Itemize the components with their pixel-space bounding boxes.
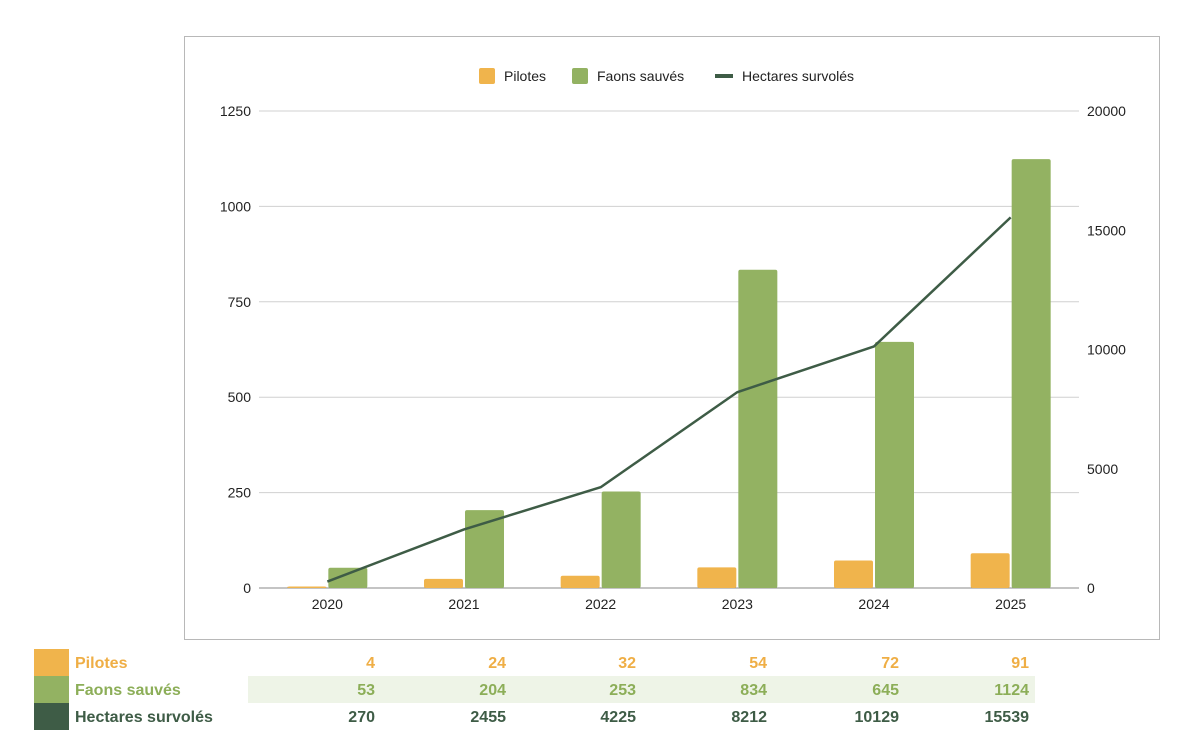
table-row-label: Pilotes xyxy=(75,655,128,672)
legend-label: Hectares survolés xyxy=(742,68,854,84)
table-cell: 24 xyxy=(488,655,506,672)
bar-pilotes xyxy=(287,586,327,588)
table-cell: 270 xyxy=(348,709,375,726)
table-cell: 32 xyxy=(618,655,636,672)
table-cell: 834 xyxy=(740,682,767,699)
line-hectares xyxy=(326,216,1012,583)
table-cell: 204 xyxy=(479,682,506,699)
right-tick-label: 5000 xyxy=(1087,461,1118,477)
bar-faons xyxy=(875,341,914,588)
x-tick-label: 2024 xyxy=(858,596,889,612)
right-tick-label: 20000 xyxy=(1087,103,1126,119)
x-tick-label: 2021 xyxy=(448,596,479,612)
table-cell: 54 xyxy=(749,655,767,672)
table-cell: 53 xyxy=(357,682,375,699)
table-row-label: Faons sauvés xyxy=(75,682,181,699)
left-tick-label: 750 xyxy=(228,294,252,310)
legend-swatch xyxy=(572,68,588,84)
x-tick-label: 2025 xyxy=(995,596,1026,612)
x-tick-label: 2020 xyxy=(312,596,343,612)
table-cell: 2455 xyxy=(470,709,506,726)
legend: Pilotes Faons sauvés Hectares survolés xyxy=(479,68,854,84)
x-tick-label: 2023 xyxy=(722,596,753,612)
table-row-shade xyxy=(248,676,1035,703)
right-tick-label: 0 xyxy=(1087,580,1095,596)
bar-pilotes xyxy=(834,560,873,588)
bar-pilotes xyxy=(970,553,1010,588)
bar-faons xyxy=(465,510,504,588)
table-cell: 10129 xyxy=(855,709,900,726)
bar-faons xyxy=(738,269,778,588)
chart-frame: 0 250 500 750 1000 1250 0 5000 10000 15000 20000 20… xyxy=(184,36,1160,640)
left-tick-label: 0 xyxy=(243,580,251,596)
bar-faons xyxy=(601,491,641,588)
bar-faons xyxy=(328,567,368,588)
combo-chart: 0 250 500 750 1000 1250 0 5000 10000 15000 20000 20… xyxy=(220,68,1126,612)
x-tick-label: 2022 xyxy=(585,596,616,612)
legend-label: Pilotes xyxy=(504,68,546,84)
table-row-swatch xyxy=(34,676,69,703)
table-cell: 4225 xyxy=(600,709,636,726)
table-cell: 1124 xyxy=(994,682,1029,699)
table-cell: 8212 xyxy=(731,709,767,726)
table-row-swatch xyxy=(34,649,69,676)
left-tick-label: 250 xyxy=(228,485,252,501)
legend-label: Faons sauvés xyxy=(597,68,684,84)
table-cell: 4 xyxy=(366,655,375,672)
left-tick-label: 1000 xyxy=(220,198,251,214)
legend-swatch xyxy=(479,68,495,84)
bar-pilotes xyxy=(697,567,737,588)
table-cell: 72 xyxy=(881,655,899,672)
bar-faons xyxy=(1011,159,1051,588)
table-row-label: Hectares survolés xyxy=(75,709,213,726)
table-cell: 253 xyxy=(609,682,636,699)
table-cell: 91 xyxy=(1011,655,1029,672)
table-row-swatch xyxy=(34,703,69,730)
bar-pilotes xyxy=(424,578,463,588)
table-cell: 645 xyxy=(872,682,899,699)
legend-swatch xyxy=(715,74,733,78)
bar-pilotes xyxy=(560,575,600,588)
left-tick-label: 500 xyxy=(228,389,252,405)
right-tick-label: 15000 xyxy=(1087,222,1126,238)
table-cell: 15539 xyxy=(985,709,1030,726)
right-tick-label: 10000 xyxy=(1087,342,1126,358)
left-tick-label: 1250 xyxy=(220,103,251,119)
